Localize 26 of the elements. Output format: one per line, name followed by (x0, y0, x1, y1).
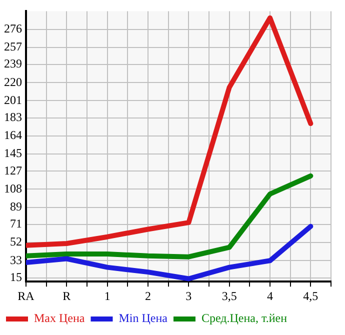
y-tick-label: 183 (4, 110, 22, 124)
x-tick-label: R (62, 288, 71, 303)
y-tick-label: 257 (4, 40, 22, 54)
y-tick-label: 89 (10, 199, 22, 214)
y-tick-label: 127 (4, 163, 22, 178)
x-tick-label: 1 (104, 288, 110, 303)
y-tick-label: 276 (4, 21, 22, 36)
y-tick-label: 108 (4, 181, 22, 196)
y-tick-label: 220 (4, 74, 22, 89)
y-tick-label: 201 (4, 92, 22, 107)
x-tick-label: RA (18, 288, 35, 303)
y-tick-label: 15 (10, 270, 22, 284)
y-tick-label: 164 (4, 128, 22, 142)
x-tick-label: 4 (267, 288, 273, 303)
legend-label: Min Цена (118, 311, 168, 326)
x-tick-label: 3 (186, 288, 192, 303)
y-tick-label: 33 (10, 252, 22, 267)
y-tick-label: 239 (4, 56, 22, 71)
legend-label: Max Цена (34, 311, 86, 326)
x-tick-label: 4,5 (303, 288, 318, 303)
legend-label: Сред.Цена, т.йен (201, 311, 288, 326)
x-tick-label: 2 (145, 288, 151, 303)
y-tick-label: 71 (10, 216, 22, 231)
y-tick-label: 145 (4, 146, 22, 160)
x-tick-label: 3,5 (222, 288, 237, 303)
y-tick-label: 52 (10, 234, 22, 249)
